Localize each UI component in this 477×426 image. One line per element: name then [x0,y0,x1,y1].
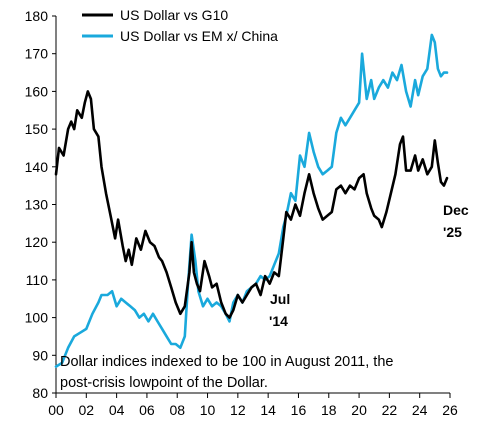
legend-label-em: US Dollar vs EM x/ China [120,28,278,44]
y-tick-label: 100 [25,310,49,326]
y-tick-label: 160 [25,83,49,99]
series-layer [54,33,449,368]
x-tick-label: 18 [321,402,337,418]
series-line-g10 [54,90,449,319]
y-tick-label: 140 [25,159,49,175]
x-tick-label: 08 [169,402,185,418]
x-axis: 00 02 04 06 08 10 12 14 16 18 20 22 24 26 [48,392,458,418]
x-tick-label: 10 [200,402,216,418]
x-tick-label: 06 [139,402,155,418]
y-axis: 80 90 100 110 120 130 140 150 160 170 180 [25,8,57,401]
y-tick-label: 90 [32,347,48,363]
x-tick-label: 14 [260,402,276,418]
y-tick-label: 170 [25,46,49,62]
y-tick-label: 80 [32,385,48,401]
x-tick-label: 22 [382,402,398,418]
annotation-dec25-month: Dec [443,202,469,218]
annotation-dec25-year: '25 [443,224,462,240]
x-tick-label: 00 [48,402,64,418]
y-tick-label: 180 [25,8,49,24]
annotation-jul14-month: Jul [270,291,290,307]
note-line-1: Dollar indices indexed to be 100 in Augu… [60,354,393,370]
annotations: Jul '14 Dec '25 Dollar indices indexed t… [60,202,469,391]
annotation-jul14-year: '14 [269,313,288,329]
y-tick-label: 130 [25,197,49,213]
y-tick-label: 120 [25,234,49,250]
y-tick-label: 110 [26,272,49,288]
legend-label-g10: US Dollar vs G10 [120,7,228,23]
y-tick-label: 150 [25,121,49,137]
x-tick-label: 16 [291,402,307,418]
legend: US Dollar vs G10 US Dollar vs EM x/ Chin… [82,7,278,44]
x-tick-label: 02 [79,402,95,418]
x-tick-label: 24 [412,402,428,418]
note-line-2: post-crisis lowpoint of the Dollar. [60,375,268,391]
x-tick-label: 20 [351,402,367,418]
series-line-em-ex-china [54,33,449,368]
x-tick-label: 12 [230,402,246,418]
x-tick-label: 26 [442,402,458,418]
x-tick-label: 04 [109,402,125,418]
